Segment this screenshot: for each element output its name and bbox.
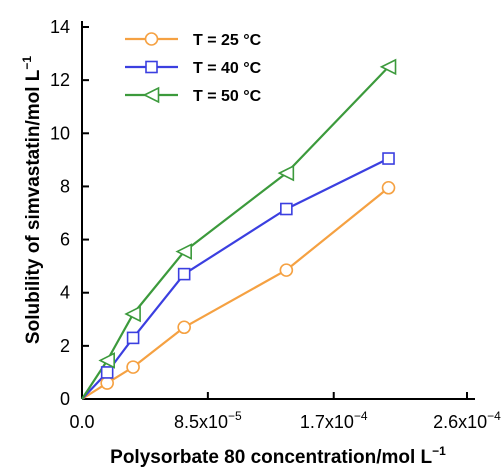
y-tick-label: 8 (60, 176, 70, 196)
data-point (177, 320, 191, 335)
data-point (126, 360, 140, 374)
data-point (177, 267, 191, 281)
x-tick-label: 1.7x10−4 (300, 409, 368, 432)
legend-marker (142, 86, 160, 104)
data-point (277, 164, 295, 182)
y-tick-label: 6 (60, 230, 70, 250)
y-tick-label: 4 (60, 283, 70, 303)
y-tick-label: 2 (60, 336, 70, 356)
legend: T = 25 °C T = 40 °C T = 50 °C (125, 32, 262, 105)
y-tick-label: 14 (50, 17, 70, 37)
x-tick-label: 8.5x10−5 (174, 409, 242, 432)
data-point (280, 202, 293, 216)
data-point (98, 352, 115, 369)
y-tick-label: 12 (50, 70, 70, 90)
legend-label: T = 50 °C (193, 88, 262, 105)
axes: 0 2 4 6 8 10 12 14 0.0 8.5x10−5 1.7x10−4 2.6x10−4 (50, 17, 501, 432)
legend-marker (145, 60, 158, 74)
data-point (100, 376, 114, 390)
x-axis-title: Polysorbate 80 concentration/mol L−1 (110, 444, 446, 468)
x-tick-label: 0.0 (69, 412, 94, 432)
data-point (126, 331, 140, 345)
legend-marker (144, 32, 159, 46)
series-lines (81, 66, 390, 400)
legend-label: T = 25 °C (193, 32, 262, 49)
data-point (100, 366, 114, 379)
data-point (379, 58, 397, 76)
data-point (175, 243, 192, 260)
data-point (381, 180, 396, 195)
series-line (81, 66, 390, 400)
y-tick-label: 0 (60, 389, 70, 409)
y-axis-title: Solubility of simvastatin/mol L−1 (20, 56, 44, 344)
series-markers (98, 58, 397, 390)
legend-label: T = 40 °C (193, 60, 262, 77)
data-point (279, 263, 294, 277)
y-tick-label: 10 (50, 123, 70, 143)
data-point (124, 305, 141, 323)
data-point (382, 152, 395, 165)
x-tick-label: 2.6x10−4 (433, 409, 501, 432)
